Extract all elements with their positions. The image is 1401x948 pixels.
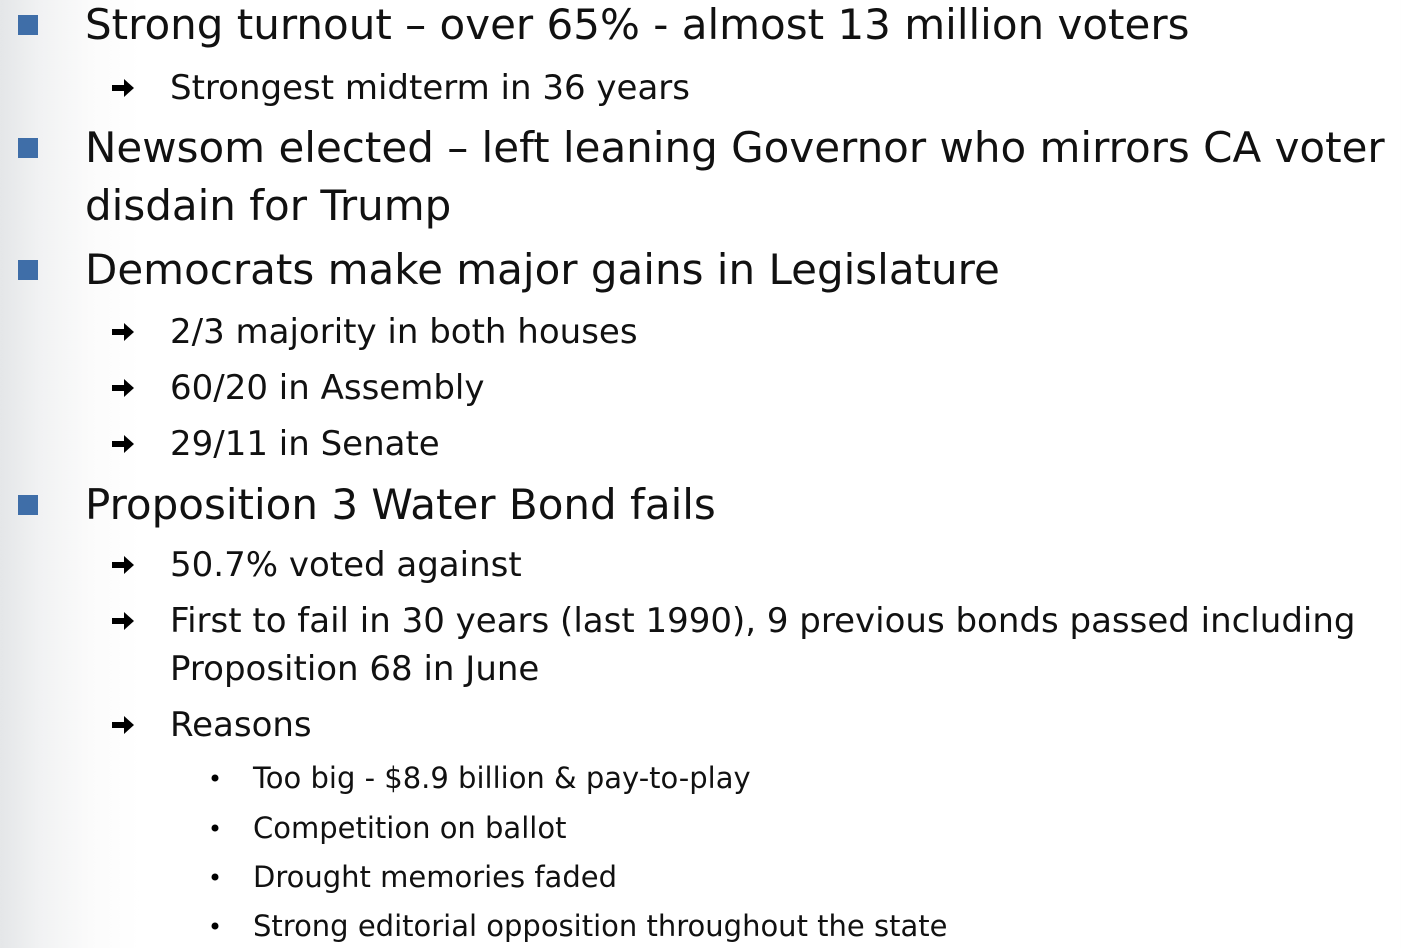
- sub-bullet-text: 2/3 majority in both houses: [170, 308, 1395, 356]
- square-bullet: [18, 260, 38, 280]
- bullet-text: Strong turnout – over 65% - almost 13 mi…: [85, 0, 1390, 54]
- sub-bullet-text: Strongest midterm in 36 years: [170, 64, 1395, 112]
- sub-bullet-text: Reasons: [170, 701, 1395, 749]
- square-bullet: [18, 15, 38, 35]
- square-bullet: [18, 138, 38, 158]
- arrow-bullet: [112, 612, 134, 630]
- square-bullets: [18, 15, 38, 515]
- arrow-bullet: [112, 323, 134, 341]
- dot-bullets: [212, 775, 219, 930]
- arrow-bullet: [112, 79, 134, 97]
- bullet-text: Democrats make major gains in Legislatur…: [85, 241, 1390, 299]
- sub-sub-bullet-text: Drought memories faded: [253, 855, 1393, 899]
- sub-sub-bullet-text: Strong editorial opposition throughout t…: [253, 904, 1393, 948]
- square-bullet: [18, 495, 38, 515]
- arrow-bullet: [112, 379, 134, 397]
- sub-bullet-text: 29/11 in Senate: [170, 420, 1395, 468]
- dot-bullet: [212, 775, 219, 782]
- bullet-text: Proposition 3 Water Bond fails: [85, 476, 1390, 534]
- arrow-bullet: [112, 435, 134, 453]
- sub-bullet-text: 50.7% voted against: [170, 541, 1395, 589]
- sub-sub-bullet-text: Competition on ballot: [253, 806, 1393, 850]
- dot-bullet: [212, 874, 219, 881]
- sub-bullet-text: First to fail in 30 years (last 1990), 9…: [170, 597, 1395, 693]
- arrow-bullet: [112, 556, 134, 574]
- sub-sub-bullet-text: Too big - $8.9 billion & pay-to-play: [253, 756, 1393, 800]
- arrow-bullet: [112, 716, 134, 734]
- dot-bullet: [212, 825, 219, 832]
- slide: Strong turnout – over 65% - almost 13 mi…: [0, 0, 1401, 946]
- dot-bullet: [212, 923, 219, 930]
- bullet-text: Newsom elected – left leaning Governor w…: [85, 119, 1390, 235]
- sub-bullet-text: 60/20 in Assembly: [170, 364, 1395, 412]
